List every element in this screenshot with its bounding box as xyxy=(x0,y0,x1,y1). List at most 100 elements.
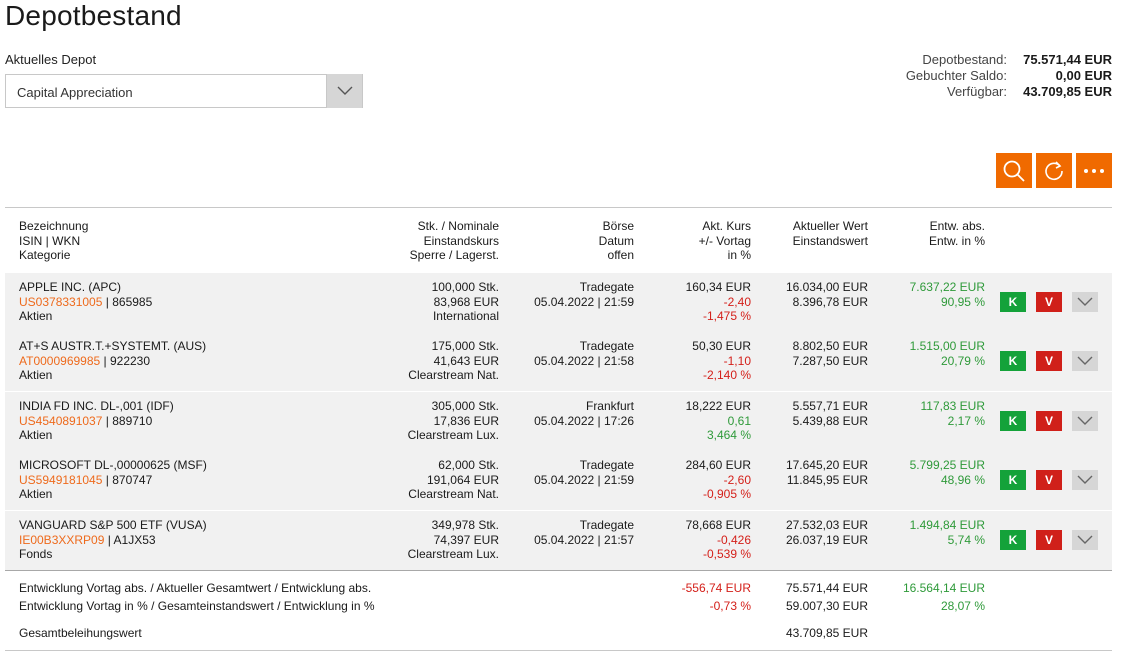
chevron-down-icon xyxy=(1077,356,1093,365)
position-isin-wkn: AT0000969985 | 922230 xyxy=(19,353,151,368)
position-exchange-cell: Tradegate 05.04.2022 | 21:57 xyxy=(534,518,634,547)
totals-dev-pct: 28,07 % xyxy=(940,599,985,613)
position-value-cell: 5.557,71 EUR 5.439,88 EUR xyxy=(793,399,868,428)
header-line: Entw. in % xyxy=(928,233,985,248)
quote-date: 05.04.2022 | 21:58 xyxy=(534,353,634,368)
cost-value: 7.287,50 EUR xyxy=(792,353,868,368)
change-pct: -0,905 % xyxy=(702,487,751,501)
buy-button[interactable]: K xyxy=(1000,530,1026,550)
isin-link[interactable]: IE00B3XXRP09 xyxy=(19,532,105,547)
current-price: 284,60 EUR xyxy=(685,458,751,472)
row-expand-button[interactable] xyxy=(1072,470,1098,490)
cost-value: 8.396,78 EUR xyxy=(792,294,868,309)
totals-label-1: Entwicklung Vortag abs. / Aktueller Gesa… xyxy=(19,581,372,595)
position-dev-cell: 7.637,22 EUR 90,95 % xyxy=(910,280,985,309)
change-pct: -0,539 % xyxy=(702,547,751,561)
row-expand-button[interactable] xyxy=(1072,351,1098,371)
more-button[interactable] xyxy=(1076,153,1112,188)
sell-button[interactable]: V xyxy=(1036,351,1062,371)
current-price: 160,34 EUR xyxy=(685,280,751,294)
dev-pct: 5,74 % xyxy=(947,532,985,547)
position-name: AT+S AUSTR.T.+SYSTEMT. (AUS) xyxy=(19,339,207,353)
isin-link[interactable]: US4540891037 xyxy=(19,413,103,428)
dev-abs: 1.515,00 EUR xyxy=(909,339,985,353)
buy-button[interactable]: K xyxy=(1000,411,1026,431)
buy-button[interactable]: K xyxy=(1000,292,1026,312)
summary-label: Gebuchter Saldo: xyxy=(905,68,1007,83)
chevron-down-icon xyxy=(337,86,352,95)
sell-button[interactable]: V xyxy=(1036,292,1062,312)
summary-value: 75.571,44 EUR xyxy=(1023,52,1112,67)
refresh-button[interactable] xyxy=(1036,153,1072,188)
position-category: Fonds xyxy=(19,547,53,561)
summary-value: 43.709,85 EUR xyxy=(1023,84,1112,99)
dev-abs: 117,83 EUR xyxy=(920,399,985,413)
position-exchange-cell: Frankfurt 05.04.2022 | 17:26 xyxy=(534,399,634,428)
position-name-cell: AT+S AUSTR.T.+SYSTEMT. (AUS) AT000096998… xyxy=(19,339,206,383)
dev-abs: 5.799,25 EUR xyxy=(909,458,985,472)
position-name: MICROSOFT DL-,00000625 (MSF) xyxy=(19,458,207,472)
position-value-cell: 17.645,20 EUR 11.845,95 EUR xyxy=(786,458,868,487)
sell-button[interactable]: V xyxy=(1036,411,1062,431)
position-exchange-cell: Tradegate 05.04.2022 | 21:58 xyxy=(534,339,634,368)
header-line: in % xyxy=(727,248,751,262)
header-line: offen xyxy=(607,248,634,262)
chevron-down-icon xyxy=(1077,475,1093,484)
cost-price: 74,397 EUR xyxy=(433,532,499,547)
quote-date: 05.04.2022 | 21:59 xyxy=(534,294,634,309)
column-header-kurs: Akt. Kurs +/- Vortag in % xyxy=(699,219,751,263)
row-expand-button[interactable] xyxy=(1072,530,1098,550)
position-quantity-cell: 100,000 Stk. 83,968 EUR International xyxy=(432,280,499,324)
header-line: Aktueller Wert xyxy=(792,219,868,233)
row-expand-button[interactable] xyxy=(1072,292,1098,312)
current-price: 78,668 EUR xyxy=(685,518,751,532)
position-value-cell: 8.802,50 EUR 7.287,50 EUR xyxy=(793,339,868,368)
depot-select-value: Capital Appreciation xyxy=(17,85,133,100)
position-name: VANGUARD S&P 500 ETF (VUSA) xyxy=(19,518,207,532)
row-expand-button[interactable] xyxy=(1072,411,1098,431)
wkn: 889710 xyxy=(112,413,153,428)
exchange: Tradegate xyxy=(579,339,634,353)
column-header-boerse: Börse Datum offen xyxy=(599,219,634,263)
table-row xyxy=(5,451,1112,510)
position-price-cell: 284,60 EUR -2,60 -0,905 % xyxy=(686,458,751,502)
summary-label: Depotbestand: xyxy=(922,52,1007,67)
summary-row-depotbestand: Depotbestand: 75.571,44 EUR xyxy=(847,52,1112,68)
isin-link[interactable]: AT0000969985 xyxy=(19,353,101,368)
table-row xyxy=(5,511,1112,570)
table-row xyxy=(5,392,1112,451)
wkn: A1JX53 xyxy=(113,532,156,547)
position-category: Aktien xyxy=(19,309,53,323)
position-exchange-cell: Tradegate 05.04.2022 | 21:59 xyxy=(534,458,634,487)
sell-button[interactable]: V xyxy=(1036,470,1062,490)
totals-change-pct: -0,73 % xyxy=(709,599,751,613)
sell-button[interactable]: V xyxy=(1036,530,1062,550)
account-summary: Depotbestand: 75.571,44 EUR Gebuchter Sa… xyxy=(847,52,1112,100)
position-isin-wkn: IE00B3XXRP09 | A1JX53 xyxy=(19,532,156,547)
position-dev-cell: 5.799,25 EUR 48,96 % xyxy=(910,458,985,487)
column-header-stueck: Stk. / Nominale Einstandskurs Sperre / L… xyxy=(410,219,499,263)
header-line: Sperre / Lagerst. xyxy=(409,248,499,262)
buy-button[interactable]: K xyxy=(1000,351,1026,371)
header-line: Bezeichnung xyxy=(19,219,89,233)
change-abs: -2,60 xyxy=(723,472,751,487)
depot-select-toggle[interactable] xyxy=(326,74,362,108)
dev-pct: 2,17 % xyxy=(947,413,985,428)
buy-button[interactable]: K xyxy=(1000,470,1026,490)
summary-row-verfuegbar: Verfügbar: 43.709,85 EUR xyxy=(847,84,1112,100)
quantity: 100,000 Stk. xyxy=(431,280,499,294)
position-name-cell: APPLE INC. (APC) US0378331005 | 865985 A… xyxy=(19,280,152,324)
change-pct: -2,140 % xyxy=(702,368,751,382)
totals-divider xyxy=(5,570,1112,571)
isin-link[interactable]: US0378331005 xyxy=(19,294,103,309)
position-category: Aktien xyxy=(19,487,53,501)
search-button[interactable] xyxy=(996,153,1032,188)
search-icon xyxy=(1003,160,1025,182)
depot-select[interactable]: Capital Appreciation xyxy=(5,74,363,108)
isin-link[interactable]: US5949181045 xyxy=(19,472,103,487)
cost-price: 17,836 EUR xyxy=(433,413,499,428)
table-bottom-divider xyxy=(5,650,1112,651)
summary-value: 0,00 EUR xyxy=(1055,68,1112,83)
totals-cost-value: 59.007,30 EUR xyxy=(785,599,868,613)
exchange: Tradegate xyxy=(579,280,634,294)
